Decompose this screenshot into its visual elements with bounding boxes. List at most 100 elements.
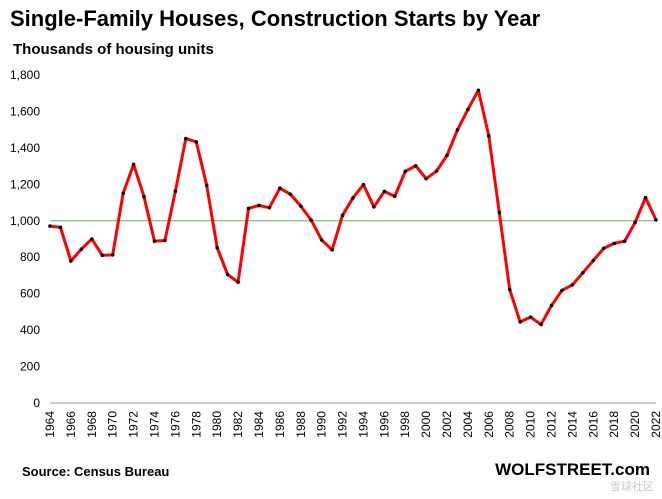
data-point <box>131 162 136 167</box>
data-point <box>549 303 554 308</box>
x-tick-label: 1984 <box>252 411 266 438</box>
data-point <box>121 191 125 196</box>
x-tick-label: 2018 <box>607 411 621 438</box>
x-tick-label: 1964 <box>43 411 57 438</box>
x-tick-label: 2004 <box>461 411 475 438</box>
data-point <box>518 320 522 324</box>
y-tick-label: 1,200 <box>10 177 40 191</box>
y-tick-label: 600 <box>20 287 40 301</box>
data-point <box>497 210 502 215</box>
y-tick-label: 800 <box>20 250 40 264</box>
data-point <box>351 196 355 200</box>
data-point <box>142 194 146 199</box>
data-point <box>424 176 428 181</box>
x-tick-label: 1966 <box>64 411 78 438</box>
data-point <box>288 192 293 196</box>
x-tick-label: 2008 <box>503 411 517 438</box>
brand-logo-text: WOLFSTREET.com <box>495 460 650 479</box>
data-point <box>455 128 460 132</box>
data-point <box>110 253 115 257</box>
data-point <box>79 247 84 251</box>
x-tick-label: 1972 <box>127 411 141 438</box>
data-point <box>267 205 272 210</box>
data-point <box>654 218 658 222</box>
data-point <box>612 241 617 246</box>
data-point <box>633 220 637 225</box>
data-point <box>278 186 282 190</box>
x-tick-label: 2010 <box>524 411 538 438</box>
x-tick-label: 2014 <box>565 411 579 438</box>
data-point <box>69 259 73 263</box>
data-point <box>361 182 366 187</box>
y-tick-label: 1,400 <box>10 141 40 155</box>
y-tick-label: 200 <box>20 360 40 374</box>
y-tick-label: 400 <box>20 323 40 337</box>
data-point <box>476 88 481 93</box>
data-point <box>246 206 251 211</box>
data-point <box>236 280 240 284</box>
data-point <box>152 239 157 243</box>
x-tick-label: 1990 <box>315 411 329 438</box>
data-point <box>225 272 230 277</box>
chart-title: Single-Family Houses, Construction Start… <box>10 6 541 31</box>
data-point <box>58 225 63 230</box>
x-tick-label: 2000 <box>419 411 433 438</box>
x-tick-label: 1976 <box>168 411 182 438</box>
data-point <box>487 134 491 138</box>
data-point <box>539 322 543 327</box>
data-point <box>382 189 387 194</box>
data-point <box>507 287 512 292</box>
data-point <box>591 258 596 263</box>
data-point <box>194 140 199 144</box>
x-tick-label: 1998 <box>398 411 412 438</box>
x-tick-label: 2002 <box>440 411 454 438</box>
y-tick-label: 1,000 <box>10 214 40 228</box>
x-tick-label: 1988 <box>294 411 308 438</box>
data-point <box>89 237 94 241</box>
series-line <box>48 88 658 326</box>
y-tick-label: 1,800 <box>10 68 40 82</box>
x-tick-label: 1994 <box>356 411 370 438</box>
data-point <box>434 169 439 173</box>
data-point <box>622 239 627 243</box>
x-tick-label: 2020 <box>628 411 642 438</box>
data-point <box>601 246 606 251</box>
data-point <box>340 213 345 218</box>
y-tick-label: 1,600 <box>10 104 40 118</box>
watermark-text: 雪球社区 <box>610 481 654 493</box>
data-point <box>257 203 261 208</box>
x-tick-label: 1980 <box>210 411 224 438</box>
x-tick-label: 2012 <box>545 411 559 438</box>
x-tick-label: 1992 <box>336 411 350 438</box>
x-tick-label: 2016 <box>586 411 600 438</box>
data-point <box>184 136 188 141</box>
data-point <box>466 107 470 112</box>
data-point <box>403 169 408 174</box>
source-note: Source: Census Bureau <box>22 464 170 479</box>
data-point <box>392 194 397 199</box>
x-tick-label: 1968 <box>85 411 99 438</box>
data-point <box>298 204 303 208</box>
x-tick-label: 1974 <box>147 411 161 438</box>
data-point <box>163 238 167 243</box>
data-point <box>528 315 533 319</box>
data-point <box>330 248 334 252</box>
data-point <box>413 163 418 168</box>
data-point <box>319 238 324 242</box>
y-tick-label: 0 <box>33 396 40 410</box>
x-tick-label: 1996 <box>377 411 391 438</box>
data-point <box>570 283 575 287</box>
data-point <box>215 245 219 250</box>
chart-subtitle: Thousands of housing units <box>13 41 214 58</box>
x-tick-label: 1970 <box>106 411 120 438</box>
data-point <box>560 288 564 293</box>
data-point <box>643 195 648 200</box>
x-tick-label: 1982 <box>231 411 245 438</box>
data-point <box>372 205 376 209</box>
x-tick-label: 2006 <box>482 411 496 438</box>
data-point <box>204 183 209 188</box>
data-point <box>581 270 585 275</box>
x-tick-label: 2022 <box>649 411 662 438</box>
data-point <box>309 218 314 223</box>
